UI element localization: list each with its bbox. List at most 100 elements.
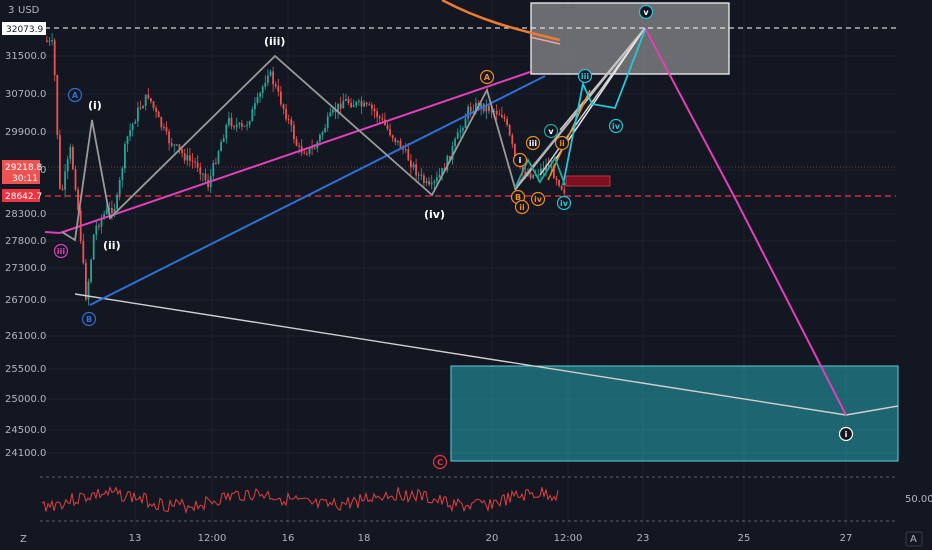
candle-body	[332, 109, 334, 113]
price-tick-label: 27800.0	[5, 236, 46, 247]
price-tick-label: 25000.0	[5, 394, 46, 405]
candle-body	[189, 155, 191, 161]
candle-body	[274, 84, 277, 87]
candle-body	[402, 148, 404, 150]
circle-label-v-small: v	[543, 123, 559, 139]
candle-body	[329, 112, 332, 117]
candle-body	[287, 119, 290, 121]
teal-sub-wave	[514, 155, 566, 189]
candle-body	[321, 132, 324, 135]
candle-body	[454, 138, 456, 147]
red-level-badge-text: 28642.7	[5, 192, 42, 202]
candle-body	[386, 125, 389, 129]
magenta-trendline	[59, 71, 531, 234]
candle-body	[66, 159, 69, 172]
svg-text:iii: iii	[581, 72, 589, 81]
candle-body	[157, 111, 160, 118]
candle-body	[350, 103, 352, 108]
candle-body	[555, 178, 558, 181]
circle-label-ii-small: ii	[554, 135, 570, 151]
footer-right[interactable]: A	[910, 534, 917, 545]
candle-body	[521, 166, 524, 172]
circle-label-iii-magenta: iii	[53, 243, 69, 259]
candle-body	[59, 135, 61, 189]
candle-body	[199, 167, 202, 174]
current-price-badge	[2, 160, 40, 184]
candle-body	[410, 160, 412, 168]
lower-trendline	[74, 293, 847, 416]
candle-body	[155, 107, 157, 112]
candle-body	[259, 93, 261, 97]
candle-body	[537, 174, 540, 176]
auto-scale-button[interactable]	[905, 531, 923, 547]
candle-body	[191, 160, 194, 162]
candle-body	[360, 100, 363, 107]
candle-body	[137, 107, 139, 122]
candle-body	[399, 140, 402, 149]
candle-body	[168, 131, 170, 144]
price-tick-label: 26700.0	[5, 295, 46, 306]
candle-body	[490, 111, 493, 113]
candle-body	[532, 174, 534, 179]
candle-body	[514, 144, 516, 156]
candle-body	[139, 107, 142, 109]
candle-body	[225, 124, 228, 139]
candle-body	[495, 111, 498, 115]
candle-body	[438, 174, 441, 178]
candle-body	[243, 125, 246, 127]
candle-body	[415, 164, 417, 176]
red-zone-box	[565, 175, 611, 187]
candle-body	[53, 40, 56, 76]
candle-body	[285, 108, 287, 120]
candle-body	[178, 144, 181, 150]
time-tick-label: 25	[738, 533, 751, 544]
candle-body	[446, 155, 449, 171]
candle-body	[558, 180, 560, 186]
top-price-badge	[2, 22, 46, 35]
candle-body	[254, 103, 256, 110]
footer-left[interactable]: Z	[20, 534, 27, 545]
candle-body	[98, 225, 100, 227]
svg-text:B: B	[86, 315, 92, 324]
candle-body	[72, 146, 74, 170]
wave-label-iv: (iv)	[424, 208, 445, 221]
candle-body	[334, 109, 337, 113]
candle-body	[355, 101, 358, 106]
candle-body	[150, 98, 152, 102]
candle-body	[217, 151, 220, 164]
candle-body	[511, 135, 514, 145]
candle-body	[368, 104, 371, 106]
candle-body	[449, 155, 451, 160]
candle-body	[116, 195, 118, 209]
candle-body	[371, 104, 373, 109]
candle-body	[358, 100, 360, 102]
candle-body	[425, 181, 428, 183]
candle-body	[295, 139, 298, 146]
rsi-level-label: 50.00	[905, 494, 932, 505]
time-tick-label: 12:00	[554, 533, 583, 544]
candle-body	[381, 118, 384, 120]
circle-label-i-bottom: i	[838, 426, 854, 442]
candle-body	[181, 149, 183, 154]
candle-body	[324, 128, 326, 133]
candle-body	[480, 103, 482, 109]
candle-body	[407, 149, 410, 161]
gray-target-box	[530, 2, 730, 75]
candle-body	[129, 130, 131, 137]
candle-body	[92, 234, 95, 260]
time-tick-label: 27	[840, 533, 853, 544]
candle-body	[230, 117, 233, 127]
candle-body	[501, 114, 503, 118]
candle-body	[108, 208, 111, 210]
candle-body	[394, 138, 397, 142]
svg-text:A: A	[484, 73, 491, 82]
candle-body	[365, 102, 368, 105]
candle-body	[451, 146, 454, 160]
svg-text:iv: iv	[534, 195, 543, 204]
candle-body	[267, 75, 269, 83]
candle-body	[170, 143, 173, 146]
candle-body	[306, 153, 308, 155]
candle-body	[339, 103, 342, 109]
